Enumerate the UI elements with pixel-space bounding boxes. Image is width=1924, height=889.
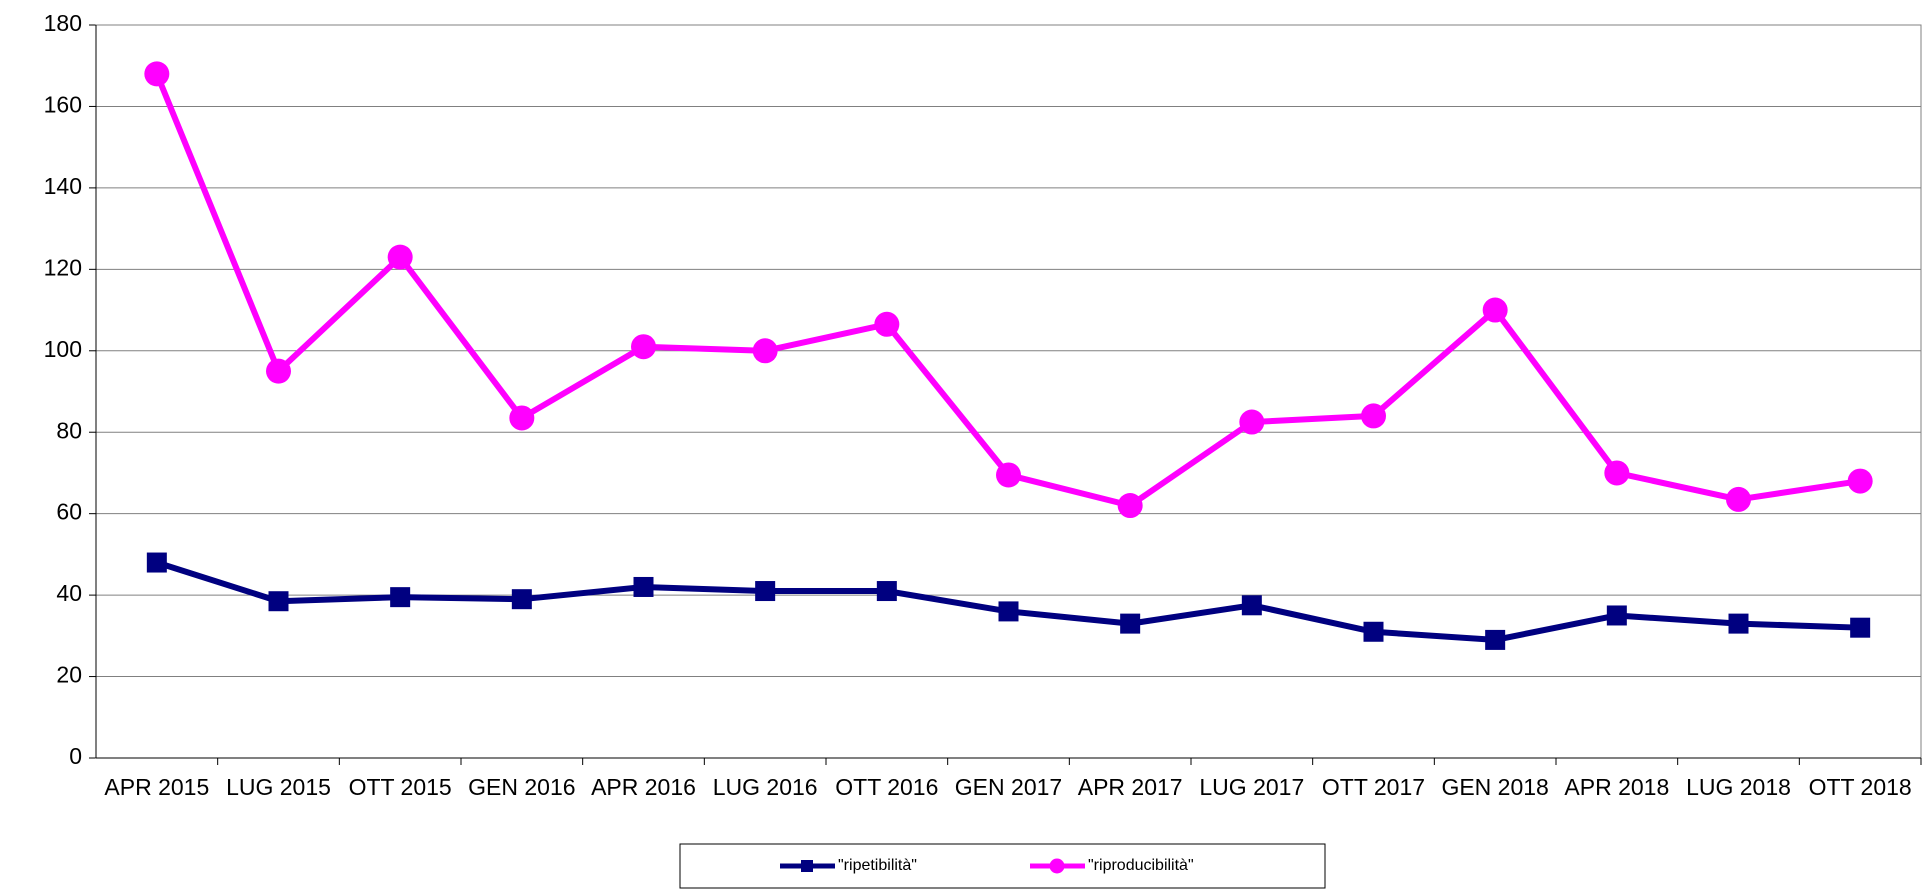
data-point: [633, 576, 654, 597]
series-line: [154, 72, 1861, 509]
y-tick-label: 60: [56, 499, 82, 525]
data-point: [1117, 493, 1143, 519]
data-point: [1728, 613, 1749, 634]
x-tick-label: GEN 2016: [468, 774, 575, 800]
data-point: [1604, 460, 1630, 486]
x-tick-label: OTT 2018: [1809, 774, 1912, 800]
data-point: [144, 61, 170, 87]
data-point: [509, 405, 535, 431]
x-tick-label: OTT 2015: [349, 774, 452, 800]
data-point: [387, 244, 413, 270]
y-tick-label: 20: [56, 662, 82, 688]
data-point: [268, 591, 289, 612]
x-tick-label: GEN 2017: [955, 774, 1062, 800]
y-tick-label: 180: [44, 10, 82, 36]
y-tick-label: 40: [56, 580, 82, 606]
legend-marker: [801, 860, 813, 872]
data-point: [755, 581, 776, 602]
y-tick-label: 0: [69, 743, 82, 769]
x-tick-label: LUG 2018: [1686, 774, 1791, 800]
data-point: [1485, 629, 1506, 650]
series-line: [155, 559, 1861, 643]
y-tick-label: 160: [44, 92, 82, 118]
data-point: [1363, 621, 1384, 642]
data-point: [998, 601, 1019, 622]
data-point: [1361, 403, 1386, 429]
data-point: [1239, 409, 1265, 435]
data-point: [511, 589, 532, 610]
x-tick-label: OTT 2016: [835, 774, 938, 800]
legend-label: "ripetibilità": [838, 857, 917, 874]
data-point: [876, 581, 897, 602]
legend-label: "riproducibilità": [1088, 857, 1194, 874]
x-tick-label: APR 2017: [1078, 774, 1183, 800]
y-tick-label: 80: [56, 417, 82, 443]
data-point: [1850, 617, 1871, 638]
y-tick-label: 140: [44, 173, 82, 199]
x-tick-label: APR 2015: [104, 774, 209, 800]
data-point: [390, 587, 411, 608]
data-point: [631, 334, 656, 360]
data-point: [1726, 486, 1751, 512]
y-tick-label: 120: [44, 254, 82, 280]
legend-box: [679, 843, 1326, 889]
data-point: [1482, 297, 1508, 323]
data-point: [996, 462, 1021, 488]
x-tick-label: OTT 2017: [1322, 774, 1425, 800]
data-point: [146, 552, 167, 573]
x-tick-label: GEN 2018: [1441, 774, 1548, 800]
data-point: [874, 311, 900, 337]
data-point: [266, 358, 291, 384]
x-tick-label: LUG 2017: [1199, 774, 1304, 800]
x-tick-label: LUG 2015: [226, 774, 331, 800]
legend-marker: [1049, 858, 1065, 874]
y-tick-label: 100: [44, 336, 82, 362]
data-point: [1120, 613, 1141, 634]
x-tick-label: APR 2016: [591, 774, 696, 800]
data-point: [752, 338, 778, 364]
x-tick-label: LUG 2016: [713, 774, 818, 800]
data-point: [1606, 605, 1627, 626]
x-tick-label: APR 2018: [1564, 774, 1669, 800]
data-point: [1847, 468, 1873, 494]
plot-frame: [95, 24, 1922, 759]
data-point: [1241, 595, 1262, 616]
